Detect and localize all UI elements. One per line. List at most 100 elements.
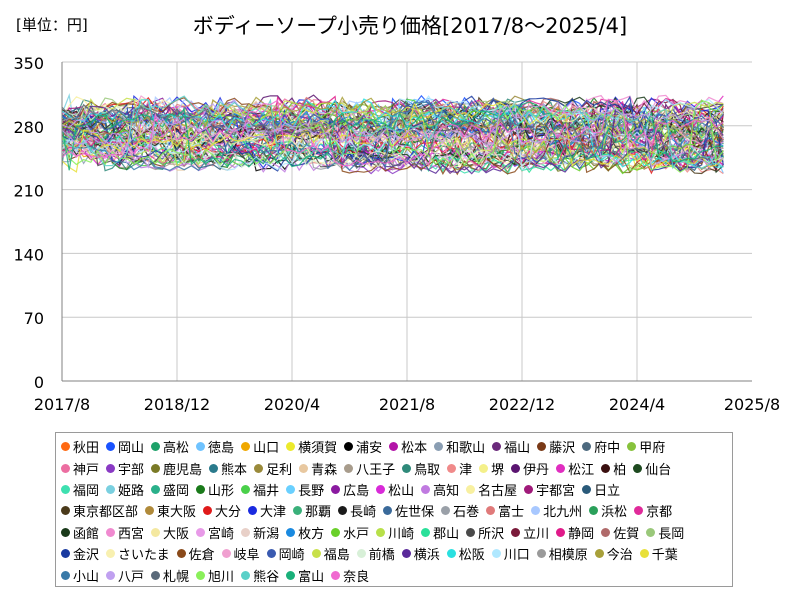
legend-marker xyxy=(196,570,206,580)
legend-item: 富山 xyxy=(286,566,324,585)
legend-label: 足利 xyxy=(266,462,293,478)
legend-marker xyxy=(421,484,431,494)
legend-item: 神戸 xyxy=(61,459,99,478)
legend-marker xyxy=(254,463,264,473)
legend-label: 所沢 xyxy=(478,526,505,542)
legend-item: 小山 xyxy=(61,566,99,585)
legend-label: 川口 xyxy=(503,548,530,564)
legend-item: 鹿児島 xyxy=(151,459,202,478)
legend-marker xyxy=(556,463,566,473)
legend-marker xyxy=(594,549,604,559)
legend-marker xyxy=(241,442,251,452)
legend-row: 秋田 岡山 高松 徳島 山口 横須賀 浦安 松本 和歌山 福山 藤沢 府中 甲府 xyxy=(61,436,732,457)
legend-item: 旭川 xyxy=(196,566,234,585)
legend-marker xyxy=(466,484,476,494)
legend-marker xyxy=(311,549,321,559)
legend-item: 今治 xyxy=(594,544,633,563)
legend-marker xyxy=(376,527,386,537)
legend-label: 松阪 xyxy=(458,548,485,564)
legend-label: 秋田 xyxy=(73,441,100,457)
legend-item: 宇都宮 xyxy=(524,480,575,499)
legend-item: 前橋 xyxy=(356,544,395,563)
legend-marker xyxy=(511,463,521,473)
legend-item: 浦安 xyxy=(344,437,382,456)
legend-label: 小山 xyxy=(73,569,100,585)
legend-marker xyxy=(402,463,412,473)
legend-label: 札幌 xyxy=(163,569,190,585)
y-tick-label: 210 xyxy=(13,182,44,201)
legend-label: 横浜 xyxy=(413,548,440,564)
legend-marker xyxy=(241,484,251,494)
legend-marker xyxy=(556,527,566,537)
legend-label: 松山 xyxy=(388,483,415,499)
legend-marker xyxy=(421,527,431,537)
legend-marker xyxy=(492,442,502,452)
legend-label: 長岡 xyxy=(658,526,685,542)
legend-marker xyxy=(61,570,70,580)
legend-item: さいたま xyxy=(106,544,170,563)
legend-marker xyxy=(589,506,599,516)
legend-marker xyxy=(286,484,296,494)
legend-label: 長野 xyxy=(298,483,325,499)
legend-label: 堺 xyxy=(491,462,505,478)
legend-item: 岡崎 xyxy=(266,544,305,564)
legend-row: 函館 西宮 大阪 宮崎 新潟 枚方 水戸 川崎 郡山 所沢 立川 静岡 佐賀 長岡 xyxy=(61,522,732,543)
legend-marker xyxy=(151,527,161,537)
legend-row: 東京都区部 東大阪 大分 大津 那覇 長崎 佐世保 石巻 富士 北九州 浜松 京都 xyxy=(61,500,732,521)
legend-label: 枚方 xyxy=(298,526,325,542)
legend-item: 奈良 xyxy=(331,566,369,585)
legend-label: 府中 xyxy=(594,441,621,457)
legend-marker xyxy=(401,549,411,559)
legend-item: 福山 xyxy=(492,437,530,456)
legend-item: 金沢 xyxy=(61,544,99,563)
legend-item: 高知 xyxy=(421,480,459,499)
legend-item: 鳥取 xyxy=(402,459,440,478)
legend-label: 姫路 xyxy=(118,483,145,499)
series-line xyxy=(61,101,724,147)
legend-label: 福井 xyxy=(253,483,280,499)
legend-marker xyxy=(531,506,541,516)
legend-label: 日立 xyxy=(594,483,621,499)
legend-item: 立川 xyxy=(511,523,549,542)
legend-marker xyxy=(241,570,251,580)
legend-label: 宮崎 xyxy=(208,526,235,542)
legend-label: 伊丹 xyxy=(523,462,550,478)
legend-marker xyxy=(106,549,116,559)
legend-marker xyxy=(601,463,611,473)
legend-label: 郡山 xyxy=(433,526,460,542)
legend-marker xyxy=(61,484,70,494)
legend-item: 八戸 xyxy=(106,566,144,585)
legend-marker xyxy=(61,442,70,452)
legend-label: 藤沢 xyxy=(549,441,576,457)
legend-marker xyxy=(248,506,258,516)
legend-label: 旭川 xyxy=(208,569,235,585)
legend-item: 福岡 xyxy=(61,480,99,499)
x-tick-label: 2021/8 xyxy=(379,395,435,414)
series-line xyxy=(61,96,724,169)
legend-label: 岐阜 xyxy=(233,548,260,564)
legend-label: 高松 xyxy=(163,441,190,457)
legend-item: 盛岡 xyxy=(151,480,189,499)
legend-label: 山口 xyxy=(253,441,280,457)
series-line xyxy=(61,101,724,172)
legend-marker xyxy=(646,527,656,537)
legend-label: 富山 xyxy=(298,569,325,585)
legend-item: 宇部 xyxy=(106,459,144,478)
x-tick-label: 2022/12 xyxy=(489,395,555,414)
legend-label: 岡崎 xyxy=(278,548,305,564)
legend-label: 大阪 xyxy=(163,526,190,542)
series-line xyxy=(61,99,724,173)
legend-label: 徳島 xyxy=(208,441,235,457)
legend-marker xyxy=(151,570,161,580)
legend-label: 青森 xyxy=(311,462,338,478)
series-line xyxy=(61,100,724,173)
legend-item: 岡山 xyxy=(106,437,144,456)
legend-item: 北九州 xyxy=(531,501,582,520)
legend-item: 甲府 xyxy=(627,437,665,456)
legend-item: 福井 xyxy=(241,480,279,499)
x-tick-label: 2020/4 xyxy=(264,395,320,414)
line-chart: 0 70 140 210 280 350 2017/8 2018/12 2020/4 2021/8… xyxy=(13,54,780,414)
legend-item: 和歌山 xyxy=(434,437,485,456)
legend-label: 那覇 xyxy=(305,505,332,521)
legend-label: 柏 xyxy=(613,462,627,478)
